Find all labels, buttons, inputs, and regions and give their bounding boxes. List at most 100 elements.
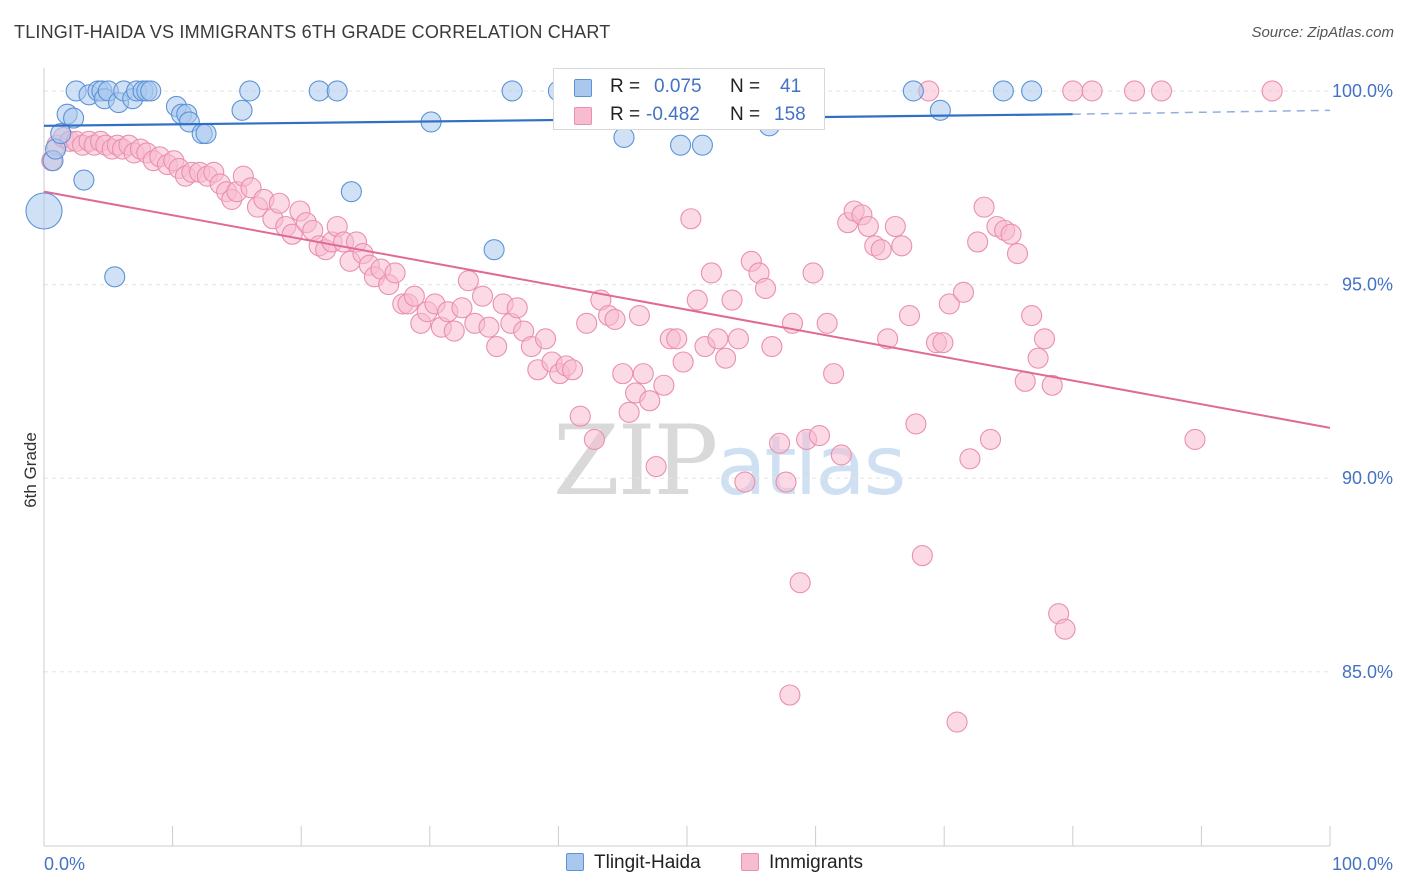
immigrants-point [1184, 428, 1206, 450]
immigrants-point [946, 711, 968, 733]
stats-swatch-pink [574, 107, 592, 125]
tlingit-haida-point [73, 169, 95, 191]
immigrants-point [830, 444, 852, 466]
immigrants-point [754, 277, 776, 299]
immigrants-point [632, 363, 654, 385]
tlingit-haida-point [308, 80, 330, 102]
x-tick-label: 100.0% [1332, 854, 1393, 874]
immigrants-point [884, 215, 906, 238]
legend-label: Immigrants [769, 852, 863, 873]
tlingit-haida-point [992, 80, 1014, 102]
immigrants-trend-line [43, 190, 1331, 429]
tlingit-haida-point [63, 107, 85, 129]
tlingit-haida-point [691, 134, 713, 156]
tlingit-haida-point [902, 80, 924, 102]
immigrants-point [478, 316, 500, 338]
tlingit-haida-point [929, 99, 951, 121]
legend-swatch-pink [741, 853, 759, 871]
immigrants-point [973, 196, 995, 218]
immigrants-point [769, 432, 791, 454]
stats-r-label: R = [610, 104, 641, 125]
tlingit-haida-trend-extension [1072, 109, 1331, 115]
immigrants-point [952, 281, 975, 303]
tlingit-haida-point [239, 80, 261, 102]
immigrants-point [938, 293, 960, 315]
immigrants-point [569, 405, 591, 427]
immigrants-point [268, 192, 290, 214]
tlingit-haida-point [1021, 80, 1043, 102]
immigrants-point [1033, 328, 1056, 350]
immigrants-point [639, 390, 661, 412]
immigrants-point [457, 270, 479, 292]
tlingit-haida-point [501, 80, 523, 102]
immigrants-point [911, 545, 933, 567]
immigrants-point [1021, 304, 1043, 327]
immigrants-point [628, 304, 650, 327]
immigrants-point [604, 308, 626, 330]
tlingit-haida-point [195, 123, 217, 145]
immigrants-point [680, 208, 702, 230]
trend-lines [43, 109, 1331, 429]
immigrants-point [789, 572, 811, 594]
immigrants-point [959, 448, 981, 470]
legend-item-tlingit-haida: Tlingit-Haida [566, 852, 701, 874]
stats-row-tlingit-haida: R = 0.075 N = 41 [554, 73, 824, 101]
immigrants-point [612, 363, 634, 385]
legend-item-immigrants: Immigrants [741, 852, 863, 874]
immigrants-point [672, 351, 694, 373]
immigrants-point [534, 328, 557, 350]
tlingit-haida-point [483, 239, 505, 261]
immigrants-point [877, 328, 899, 350]
immigrants-point [686, 289, 708, 311]
chart-source: Source: ZipAtlas.com [1251, 24, 1394, 41]
stats-n-value: 41 [780, 76, 802, 97]
immigrants-point [700, 262, 722, 284]
tlingit-haida-point [231, 99, 253, 121]
immigrants-point [645, 456, 667, 478]
immigrants-point [1261, 80, 1283, 102]
immigrants-point [618, 401, 640, 423]
immigrants-point [506, 297, 528, 319]
stats-row-immigrants: R = -0.482 N = 158 [554, 101, 824, 129]
immigrants-point [281, 223, 303, 245]
tlingit-haida-point [140, 80, 162, 102]
immigrants-point [1014, 370, 1036, 392]
immigrants-point [816, 312, 838, 334]
immigrants-point [1150, 80, 1173, 102]
immigrants-point [715, 347, 737, 369]
immigrants-point [1041, 374, 1063, 396]
immigrants-point [451, 297, 473, 319]
x-tick-label: 0.0% [44, 854, 85, 874]
tlingit-haida-point [50, 123, 72, 145]
immigrants-point [775, 471, 797, 493]
immigrants-point [905, 413, 927, 435]
y-tick-label: 95.0% [1342, 275, 1393, 295]
immigrants-point [727, 328, 749, 350]
immigrants-point [576, 312, 598, 334]
stats-n-label: N = [730, 76, 761, 97]
immigrants-point [583, 428, 605, 450]
y-tick-label: 90.0% [1342, 468, 1393, 488]
immigrants-point [486, 335, 508, 358]
immigrants-point [666, 328, 688, 350]
y-tick-label: 85.0% [1342, 662, 1393, 682]
tlingit-haida-point [326, 80, 348, 102]
immigrants-point [1081, 80, 1103, 102]
immigrants-point [734, 471, 756, 493]
immigrants-point [1054, 618, 1076, 640]
chart-title: TLINGIT-HAIDA VS IMMIGRANTS 6TH GRADE CO… [14, 22, 611, 42]
tick-labels: 100.0% 95.0% 90.0% 85.0% 0.0% 100.0% [44, 81, 1393, 874]
legend-label: Tlingit-Haida [594, 852, 701, 873]
stats-r-value: 0.075 [654, 76, 702, 97]
immigrants-point [808, 425, 831, 447]
immigrants-point [979, 428, 1002, 450]
tlingit-haida-point [25, 192, 63, 230]
immigrants-point [1000, 223, 1022, 245]
immigrants-point [823, 363, 845, 385]
immigrants-point [870, 239, 892, 261]
immigrants-point [471, 285, 494, 307]
immigrants-point [891, 235, 913, 257]
immigrants-point [403, 285, 425, 307]
immigrants-point [384, 262, 406, 284]
